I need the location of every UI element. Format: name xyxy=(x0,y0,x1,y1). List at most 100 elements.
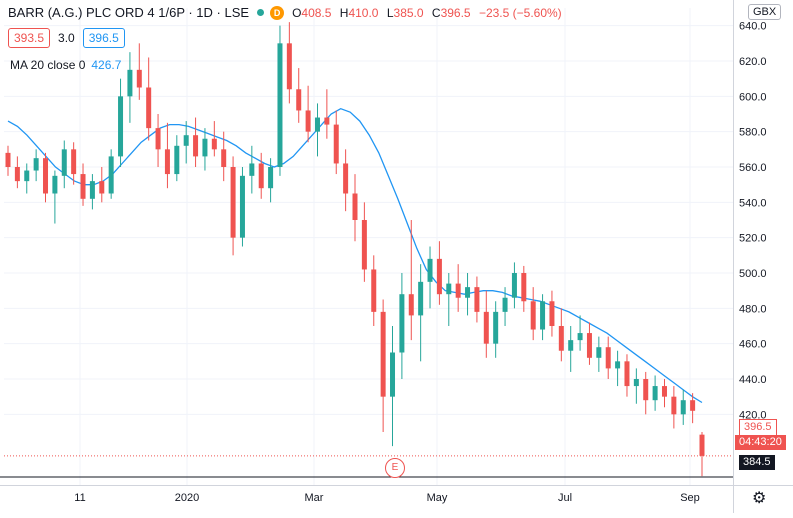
candle-down[interactable] xyxy=(558,326,564,351)
candle-down[interactable] xyxy=(296,89,302,111)
candle-up[interactable] xyxy=(680,400,686,415)
candle-down[interactable] xyxy=(671,396,677,415)
candle-down[interactable] xyxy=(586,333,592,358)
candle-up[interactable] xyxy=(127,69,133,97)
candle-up[interactable] xyxy=(427,258,433,282)
candle-down[interactable] xyxy=(136,69,142,88)
candle-up[interactable] xyxy=(268,167,274,189)
candle-down[interactable] xyxy=(324,117,330,125)
candle-down[interactable] xyxy=(549,301,555,326)
candle-down[interactable] xyxy=(605,347,611,369)
candle-down[interactable] xyxy=(690,400,696,411)
x-tick-label: Sep xyxy=(680,492,700,504)
candles[interactable] xyxy=(5,22,705,477)
candle-up[interactable] xyxy=(399,294,405,353)
candle-down[interactable] xyxy=(221,149,227,167)
candle-down[interactable] xyxy=(352,193,358,221)
candle-up[interactable] xyxy=(568,340,574,351)
candle-down[interactable] xyxy=(521,273,527,302)
candle-down[interactable] xyxy=(155,128,161,150)
candle-up[interactable] xyxy=(277,43,283,168)
candle-down[interactable] xyxy=(5,152,11,167)
candle-down[interactable] xyxy=(164,149,170,175)
candle-up[interactable] xyxy=(249,163,255,176)
delayed-badge[interactable]: D xyxy=(270,5,285,20)
candle-down[interactable] xyxy=(643,379,649,401)
candle-up[interactable] xyxy=(314,117,320,132)
low-value: 385.0 xyxy=(393,5,424,20)
candle-down[interactable] xyxy=(661,386,667,397)
candle-up[interactable] xyxy=(615,361,621,369)
candle-up[interactable] xyxy=(239,175,245,238)
x-tick-label: Jul xyxy=(558,492,572,504)
y-tick-label: 620.0 xyxy=(739,56,767,68)
candle-up[interactable] xyxy=(502,297,508,312)
candle-up[interactable] xyxy=(652,386,658,401)
candle-down[interactable] xyxy=(371,269,377,312)
candle-down[interactable] xyxy=(408,294,414,316)
symbol-title[interactable]: BARR (A.G.) PLC ORD 4 1/6P · 1D · LSE xyxy=(8,5,250,20)
candle-down[interactable] xyxy=(530,301,536,330)
indicator-legend[interactable]: MA 20 close 0 426.7 xyxy=(10,58,121,72)
candle-up[interactable] xyxy=(390,352,396,397)
currency-badge[interactable]: GBX xyxy=(748,4,782,20)
candle-down[interactable] xyxy=(361,220,367,270)
crosshair-price-tag: 384.5 xyxy=(739,455,775,470)
candle-down[interactable] xyxy=(211,138,217,150)
candle-up[interactable] xyxy=(202,138,208,157)
candle-down[interactable] xyxy=(80,174,86,199)
candle-down[interactable] xyxy=(455,283,461,298)
candle-down[interactable] xyxy=(474,287,480,312)
candle-up[interactable] xyxy=(418,281,424,316)
ma-line-layer xyxy=(7,107,703,404)
candle-down[interactable] xyxy=(146,87,152,129)
candle-up[interactable] xyxy=(33,158,39,171)
candle-up[interactable] xyxy=(89,181,95,199)
candle-up[interactable] xyxy=(61,149,67,176)
candle-up[interactable] xyxy=(108,156,114,194)
candle-up[interactable] xyxy=(174,145,180,175)
buy-price-button[interactable]: 396.5 xyxy=(82,28,125,48)
candle-down[interactable] xyxy=(624,361,630,387)
candle-up[interactable] xyxy=(577,333,583,341)
x-tick-labels: 11 2020 Mar May Jul Sep xyxy=(74,492,700,504)
candle-down[interactable] xyxy=(71,149,77,175)
candle-down[interactable] xyxy=(193,135,199,157)
x-tick-label: 11 xyxy=(74,492,85,504)
candle-up[interactable] xyxy=(465,287,471,298)
sell-price-button[interactable]: 393.5 xyxy=(8,28,51,48)
candle-down[interactable] xyxy=(436,258,442,295)
candle-down[interactable] xyxy=(380,311,386,397)
last-price-tag: 396.5 xyxy=(739,419,777,436)
candle-up[interactable] xyxy=(446,283,452,295)
candle-down[interactable] xyxy=(43,158,49,194)
candle-down[interactable] xyxy=(99,181,105,194)
candle-down[interactable] xyxy=(230,167,236,238)
low-label: L xyxy=(386,5,394,20)
candle-down[interactable] xyxy=(286,43,292,90)
gear-icon[interactable]: ⚙ xyxy=(752,490,767,507)
candle-up[interactable] xyxy=(633,379,639,387)
earnings-event-marker[interactable]: E xyxy=(385,458,405,478)
candle-up[interactable] xyxy=(24,170,30,182)
candle-up[interactable] xyxy=(118,96,124,157)
candle-up[interactable] xyxy=(511,273,517,298)
close-value: 396.5 xyxy=(440,5,471,20)
x-tick-label: May xyxy=(427,492,448,504)
candle-down[interactable] xyxy=(343,163,349,194)
candle-down[interactable] xyxy=(333,124,339,164)
candle-up[interactable] xyxy=(183,135,189,146)
y-tick-labels: 420.0 440.0 460.0 480.0 500.0 520.0 540.0 560.0… xyxy=(739,21,767,422)
candle-up[interactable] xyxy=(493,311,499,344)
candle-up[interactable] xyxy=(540,301,546,330)
candle-down[interactable] xyxy=(14,167,20,182)
candle-up[interactable] xyxy=(596,347,602,358)
candle-down[interactable] xyxy=(699,434,705,456)
candle-down[interactable] xyxy=(483,311,489,344)
candle-down[interactable] xyxy=(258,163,264,189)
candle-down[interactable] xyxy=(305,110,311,132)
candle-up[interactable] xyxy=(52,175,58,194)
